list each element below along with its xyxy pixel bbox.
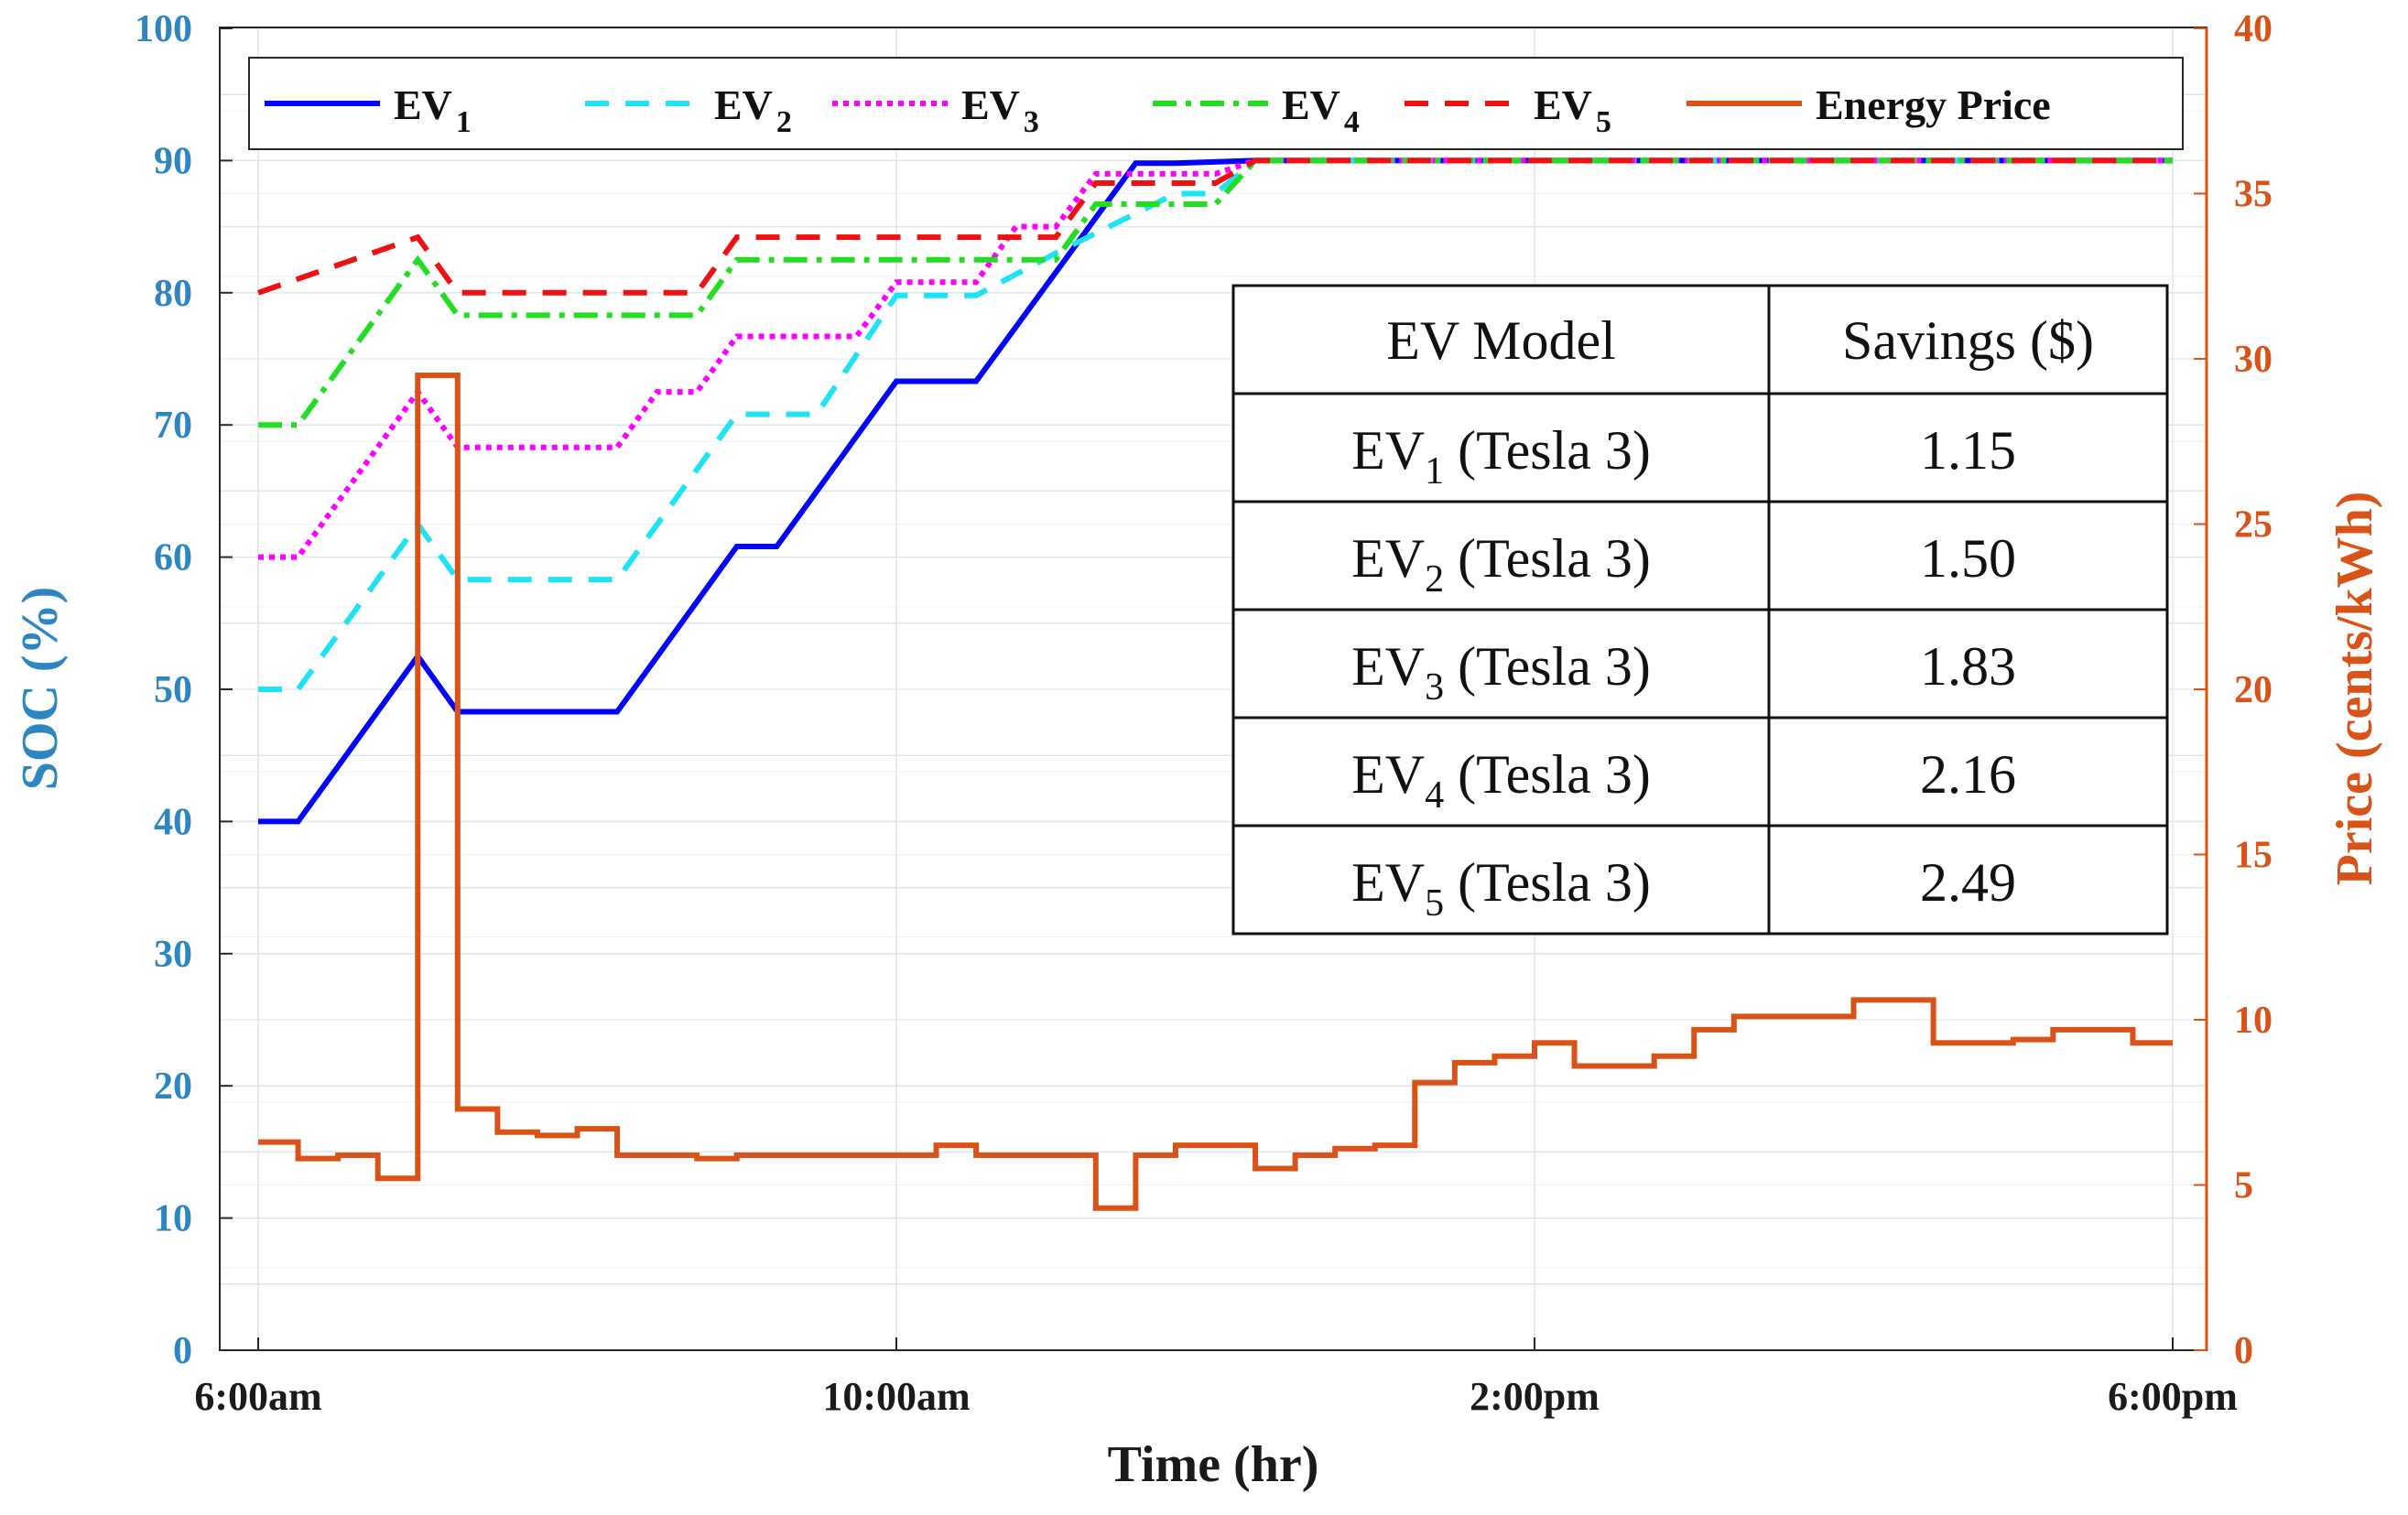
y2-tick-label: 35 <box>2234 174 2272 216</box>
y-tick-label: 60 <box>154 537 192 579</box>
table-cell-ev-model: EV3 (Tesla 3) <box>1351 636 1651 709</box>
y2-tick-label: 20 <box>2234 669 2272 711</box>
series-line-ev3 <box>258 157 2173 560</box>
table-header-ev-model: EV Model <box>1386 310 1616 371</box>
table-cell-savings: 1.50 <box>1920 528 2016 589</box>
legend: EV 1 EV 2 EV 3 EV 4 EV 5 Energy Price <box>248 57 2184 150</box>
y-tick-label: 40 <box>154 801 192 843</box>
y2-tick-label: 25 <box>2234 504 2272 546</box>
y-tick-label: 0 <box>173 1330 192 1372</box>
table-cell-savings: 2.49 <box>1920 852 2016 913</box>
savings-table: EV Model Savings ($) EV1 (Tesla 3) 1.15 EV2 … <box>1231 284 2169 936</box>
table-cell-ev-model: EV2 (Tesla 3) <box>1351 528 1651 601</box>
series-line-ev4 <box>258 157 2173 428</box>
x-tick-label: 10:00am <box>822 1374 970 1419</box>
series-line-ev2 <box>258 157 2173 692</box>
y2-tick-label: 5 <box>2234 1165 2253 1207</box>
table-cell-savings: 2.16 <box>1920 744 2016 805</box>
y2-tick-label: 30 <box>2234 339 2272 381</box>
table-cell-ev-model: EV4 (Tesla 3) <box>1351 744 1651 817</box>
y2-tick-label: 10 <box>2234 1000 2272 1042</box>
table-cell-savings: 1.15 <box>1920 420 2016 481</box>
y2-tick-label: 40 <box>2234 8 2272 50</box>
series-line-energy-price <box>258 373 2173 1211</box>
y2-tick-label: 15 <box>2234 835 2272 877</box>
table-cell-savings: 1.83 <box>1920 636 2016 697</box>
y-tick-label: 80 <box>154 273 192 315</box>
axes: 0 10 20 30 40 50 60 70 80 90 100 0 5 10 15 20 25 30 35 40 6:… <box>135 8 2272 1419</box>
y2-tick-label: 0 <box>2234 1330 2253 1372</box>
table-cell-ev-model: EV1 (Tesla 3) <box>1351 420 1651 492</box>
y-tick-label: 20 <box>154 1066 192 1108</box>
x-tick-label: 6:00am <box>194 1374 321 1419</box>
y-tick-label: 100 <box>135 8 192 50</box>
series-line-ev5 <box>257 157 2173 296</box>
y-tick-label: 30 <box>154 934 192 976</box>
x-axis-label: Time (hr) <box>1108 1436 1319 1493</box>
legend-label-energy-price: Energy Price <box>1816 81 2051 128</box>
y-tick-label: 90 <box>154 140 192 182</box>
y-tick-label: 70 <box>154 405 192 447</box>
y-axis-label-left: SOC (%) <box>12 587 69 790</box>
x-tick-label: 6:00pm <box>2108 1374 2238 1419</box>
y-tick-label: 50 <box>154 669 192 711</box>
table-header-savings: Savings ($) <box>1842 310 2094 371</box>
y-tick-label: 10 <box>154 1198 192 1240</box>
table-cell-ev-model: EV5 (Tesla 3) <box>1351 852 1651 925</box>
y-axis-label-right: Price (cents/kWh) <box>2327 492 2383 886</box>
x-tick-label: 2:00pm <box>1470 1374 1600 1419</box>
series-layer <box>257 157 2173 1211</box>
